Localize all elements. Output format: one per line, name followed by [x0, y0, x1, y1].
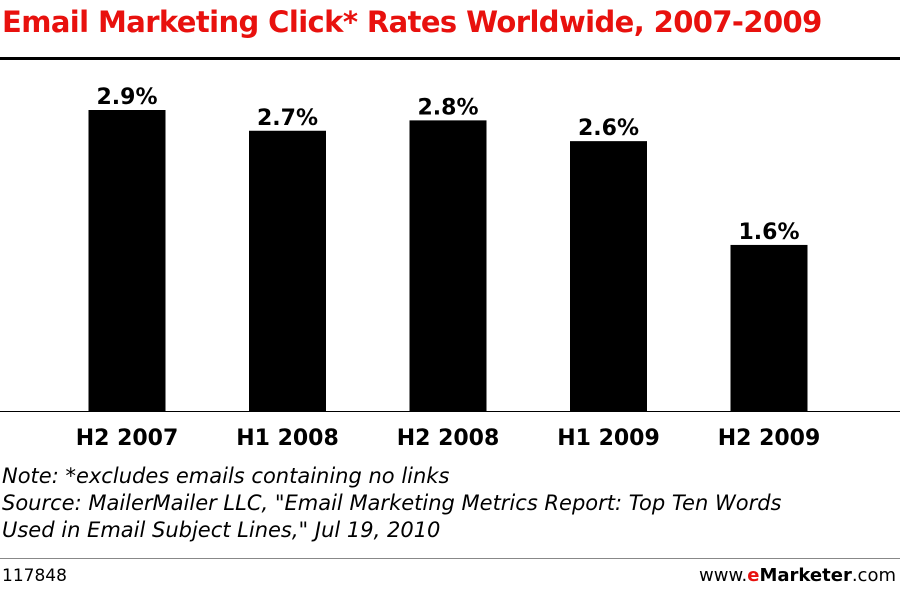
bar-chart: 2.9% H2 2007 2.7% H1 2008 2.8% H2 2008 2.6% H1 … [0, 85, 900, 451]
x-tick-label: H1 2008 [236, 426, 339, 451]
bar [409, 120, 487, 412]
chart-title: Email Marketing Click* Rates Worldwide, … [2, 5, 822, 39]
data-label: 2.9% [96, 85, 157, 110]
bar [730, 244, 808, 411]
source-text-line-2: Used in Email Subject Lines," Jul 19, 20… [2, 518, 441, 542]
bar [88, 110, 166, 411]
source-text-line-1: Source: MailerMailer LLC, "Email Marketi… [2, 491, 782, 515]
title-divider [0, 57, 900, 60]
footer-divider [0, 558, 900, 559]
chart-id: 117848 [2, 566, 67, 586]
x-tick-label: H2 2007 [76, 426, 179, 451]
data-label: 2.7% [257, 106, 318, 131]
bar [570, 141, 647, 411]
brand-prefix: www. [699, 565, 748, 586]
chart-notes: Note: *excludes emails containing no lin… [2, 463, 781, 544]
data-label: 2.8% [417, 95, 478, 120]
note-text: Note: *excludes emails containing no lin… [2, 464, 450, 488]
brand-suffix: .com [851, 565, 896, 586]
x-tick-label: H1 2009 [557, 426, 660, 451]
brand-name: Marketer [759, 565, 852, 586]
data-label: 1.6% [738, 220, 799, 245]
x-tick-label: H2 2008 [397, 426, 500, 451]
x-tick-label: H2 2009 [718, 426, 821, 451]
data-label: 2.6% [578, 116, 639, 141]
emarketer-logo: www.eMarketer.com [699, 565, 896, 587]
bar [249, 130, 326, 412]
brand-e: e [747, 565, 760, 586]
